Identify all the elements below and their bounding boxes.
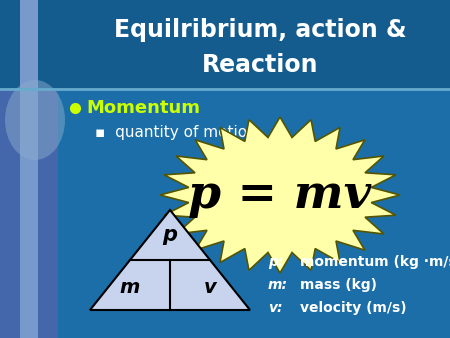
Text: p: p bbox=[162, 225, 177, 245]
Text: Equilribrium, action &: Equilribrium, action & bbox=[114, 18, 406, 42]
Text: mass (kg): mass (kg) bbox=[300, 278, 377, 292]
Text: p:: p: bbox=[268, 255, 284, 269]
Text: ▪  quantity of motion: ▪ quantity of motion bbox=[95, 124, 257, 140]
Text: Reaction: Reaction bbox=[202, 53, 318, 77]
Text: m: m bbox=[120, 278, 140, 297]
Text: m:: m: bbox=[268, 278, 288, 292]
Text: velocity (m/s): velocity (m/s) bbox=[300, 301, 407, 315]
Ellipse shape bbox=[5, 80, 65, 160]
Bar bbox=[0, 0, 450, 88]
Text: momentum (kg ·m/s): momentum (kg ·m/s) bbox=[300, 255, 450, 269]
Text: v:: v: bbox=[268, 301, 283, 315]
Polygon shape bbox=[160, 117, 400, 273]
Text: Momentum: Momentum bbox=[86, 99, 200, 117]
Bar bbox=[0, 0, 58, 338]
Text: v: v bbox=[203, 278, 216, 297]
Polygon shape bbox=[90, 210, 250, 310]
Text: p = mv: p = mv bbox=[189, 172, 372, 218]
Bar bbox=[20, 0, 38, 338]
